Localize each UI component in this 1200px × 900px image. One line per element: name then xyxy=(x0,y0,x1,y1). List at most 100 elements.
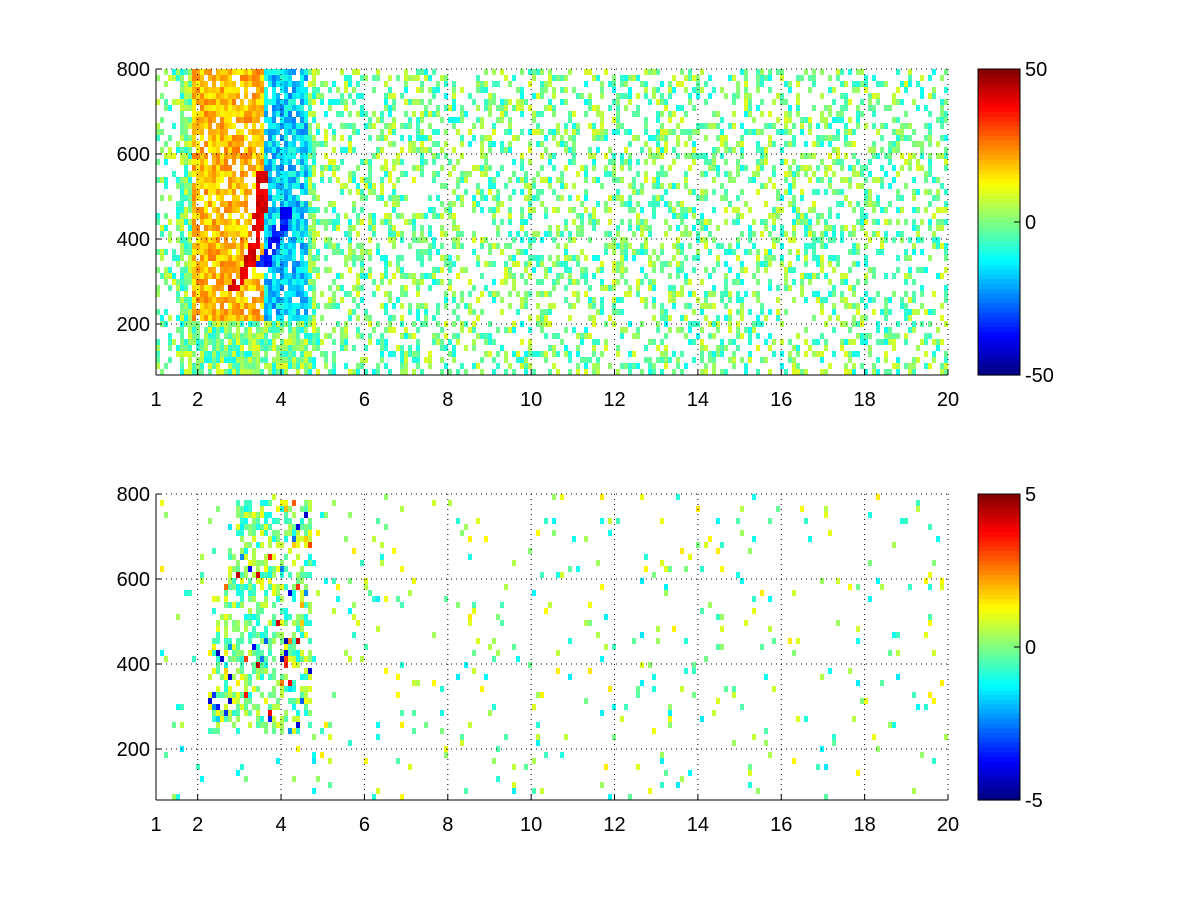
heatmap-cell xyxy=(260,159,264,165)
heatmap-cell xyxy=(888,327,892,333)
heatmap-cell xyxy=(692,153,696,159)
heatmap-cell xyxy=(420,69,424,75)
heatmap-cell xyxy=(428,123,432,129)
heatmap-cell xyxy=(532,255,536,261)
heatmap-cell xyxy=(664,309,668,315)
heatmap-cell xyxy=(292,129,296,135)
heatmap-cell xyxy=(252,632,256,638)
heatmap-cell xyxy=(624,75,628,81)
heatmap-cell xyxy=(228,554,232,560)
heatmap-cell xyxy=(596,75,600,81)
heatmap-cell xyxy=(840,69,844,75)
heatmap-cell xyxy=(832,147,836,153)
heatmap-cell xyxy=(200,135,204,141)
heatmap-cell xyxy=(408,303,412,309)
heatmap-cell xyxy=(528,237,532,243)
heatmap-cell xyxy=(632,255,636,261)
heatmap-cell xyxy=(728,339,732,345)
heatmap-cell xyxy=(312,327,316,333)
heatmap-cell xyxy=(164,99,168,105)
heatmap-cell xyxy=(292,339,296,345)
heatmap-cell xyxy=(300,303,304,309)
heatmap-cell xyxy=(300,117,304,123)
heatmap-cell xyxy=(284,303,288,309)
heatmap-cell xyxy=(328,285,332,291)
heatmap-cell xyxy=(300,99,304,105)
heatmap-cell xyxy=(444,129,448,135)
heatmap-cell xyxy=(736,171,740,177)
heatmap-cell xyxy=(236,650,240,656)
heatmap-cell xyxy=(804,255,808,261)
heatmap-cell xyxy=(660,369,664,375)
heatmap-cell xyxy=(260,261,264,267)
heatmap-cell xyxy=(256,231,260,237)
heatmap-cell xyxy=(404,69,408,75)
heatmap-cell xyxy=(304,117,308,123)
heatmap-cell xyxy=(236,117,240,123)
heatmap-cell xyxy=(240,662,244,668)
heatmap-cell xyxy=(204,69,208,75)
heatmap-cell xyxy=(740,333,744,339)
heatmap-cell xyxy=(724,285,728,291)
heatmap-cell xyxy=(748,327,752,333)
heatmap-cell xyxy=(236,285,240,291)
heatmap-cell xyxy=(188,153,192,159)
heatmap-cell xyxy=(368,171,372,177)
heatmap-cell xyxy=(896,321,900,327)
heatmap-cell xyxy=(820,333,824,339)
heatmap-cell xyxy=(476,75,480,81)
heatmap-cell xyxy=(864,315,868,321)
heatmap-cell xyxy=(164,267,168,273)
heatmap-cell xyxy=(788,351,792,357)
heatmap-cell xyxy=(504,111,508,117)
heatmap-cell xyxy=(744,363,748,369)
heatmap-cell xyxy=(240,201,244,207)
heatmap-cell xyxy=(508,363,512,369)
heatmap-cell xyxy=(580,231,584,237)
heatmap-cell xyxy=(504,267,508,273)
heatmap-cell xyxy=(916,159,920,165)
heatmap-cell xyxy=(340,99,344,105)
heatmap-cell xyxy=(256,668,260,674)
heatmap-cell xyxy=(356,129,360,135)
heatmap-cell xyxy=(264,512,268,518)
heatmap-cell xyxy=(468,129,472,135)
heatmap-cell xyxy=(300,279,304,285)
heatmap-cell xyxy=(772,99,776,105)
heatmap-cell xyxy=(912,225,916,231)
heatmap-cell xyxy=(652,159,656,165)
heatmap-cell xyxy=(368,219,372,225)
heatmap-cell xyxy=(704,135,708,141)
heatmap-cell xyxy=(260,171,264,177)
heatmap-cell xyxy=(288,351,292,357)
heatmap-cell xyxy=(896,231,900,237)
heatmap-cell xyxy=(236,704,240,710)
heatmap-cell xyxy=(832,351,836,357)
heatmap-cell xyxy=(160,273,164,279)
heatmap-cell xyxy=(472,207,476,213)
heatmap-cell xyxy=(292,153,296,159)
colorbar-segment xyxy=(978,298,1020,304)
heatmap-cell xyxy=(324,165,328,171)
heatmap-cell xyxy=(244,135,248,141)
heatmap-cell xyxy=(344,345,348,351)
heatmap-cell xyxy=(184,297,188,303)
heatmap-cell xyxy=(236,638,240,644)
heatmap-cell xyxy=(756,147,760,153)
heatmap-cell xyxy=(388,237,392,243)
heatmap-cell xyxy=(744,75,748,81)
heatmap-cell xyxy=(912,189,916,195)
heatmap-cell xyxy=(584,273,588,279)
heatmap-cell xyxy=(308,369,312,375)
heatmap-cell xyxy=(284,662,288,668)
x-tick-label: 12 xyxy=(603,389,625,411)
heatmap-cell xyxy=(648,339,652,345)
heatmap-cell xyxy=(328,123,332,129)
heatmap-cell xyxy=(640,249,644,255)
heatmap-cell xyxy=(808,123,812,129)
heatmap-cell xyxy=(800,129,804,135)
colorbar-segment xyxy=(978,279,1020,285)
heatmap-cell xyxy=(156,291,160,297)
heatmap-cell xyxy=(912,309,916,315)
heatmap-cell xyxy=(212,668,216,674)
